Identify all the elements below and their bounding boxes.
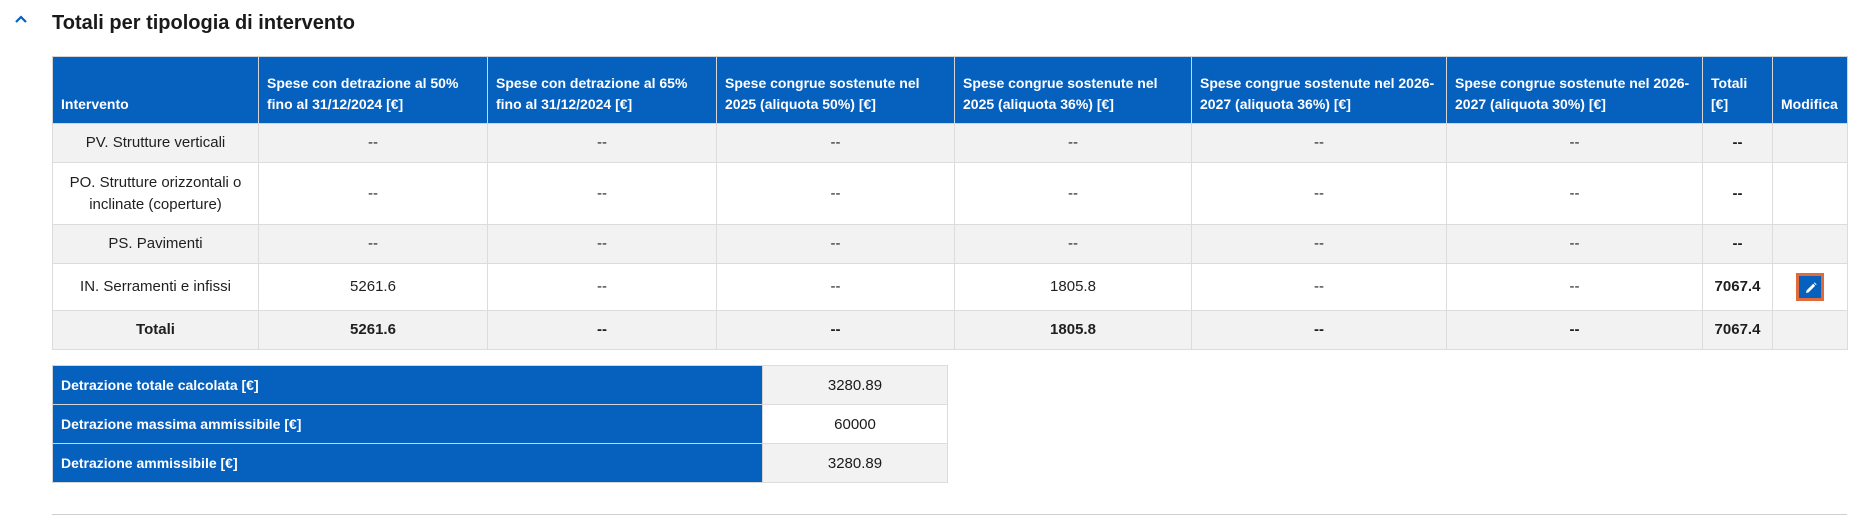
- cell: --: [716, 224, 955, 264]
- modifica-cell: [1772, 310, 1848, 350]
- cell: --: [954, 123, 1192, 163]
- cell: --: [716, 123, 955, 163]
- header-65-2024: Spese con detrazione al 65% fino al 31/1…: [487, 56, 717, 124]
- table-row: PO. Strutture orizzontali o inclinate (c…: [52, 162, 1848, 225]
- cell: --: [954, 162, 1192, 225]
- summary-label: Detrazione massima ammissibile [€]: [52, 404, 763, 444]
- grand-total: 7067.4: [1702, 310, 1773, 350]
- table-row: IN. Serramenti e infissi 5261.6 -- -- 18…: [52, 263, 1848, 311]
- section-title: Totali per tipologia di intervento: [52, 12, 355, 34]
- row-label: IN. Serramenti e infissi: [52, 263, 259, 311]
- row-total: --: [1702, 224, 1773, 264]
- table-header-row: Intervento Spese con detrazione al 50% f…: [52, 56, 1848, 124]
- total-cell: 5261.6: [258, 310, 488, 350]
- total-cell: --: [487, 310, 717, 350]
- cell: --: [1446, 224, 1703, 264]
- cell: 5261.6: [258, 263, 488, 311]
- summary-row: Detrazione totale calcolata [€] 3280.89: [52, 365, 948, 405]
- cell: --: [487, 123, 717, 163]
- totals-label: Totali: [52, 310, 259, 350]
- cell: 1805.8: [954, 263, 1192, 311]
- modifica-cell: [1772, 162, 1848, 225]
- header-intervento: Intervento: [52, 56, 259, 124]
- header-modifica: Modifica: [1772, 56, 1848, 124]
- total-cell: 1805.8: [954, 310, 1192, 350]
- cell: --: [487, 263, 717, 311]
- summary-label: Detrazione totale calcolata [€]: [52, 365, 763, 405]
- summary-value: 3280.89: [762, 365, 948, 405]
- total-cell: --: [1446, 310, 1703, 350]
- total-cell: --: [716, 310, 955, 350]
- header-2026-36: Spese congrue sostenute nel 2026-2027 (a…: [1191, 56, 1447, 124]
- cell: --: [1446, 162, 1703, 225]
- table-row: PV. Strutture verticali -- -- -- -- -- -…: [52, 123, 1848, 163]
- header-50-2024: Spese con detrazione al 50% fino al 31/1…: [258, 56, 488, 124]
- modifica-cell: [1772, 224, 1848, 264]
- summary-label: Detrazione ammissibile [€]: [52, 443, 763, 483]
- row-total: --: [1702, 162, 1773, 225]
- table-row: PS. Pavimenti -- -- -- -- -- -- --: [52, 224, 1848, 264]
- cell: --: [258, 224, 488, 264]
- edit-button[interactable]: [1796, 273, 1824, 301]
- row-total: 7067.4: [1702, 263, 1773, 311]
- row-label: PO. Strutture orizzontali o inclinate (c…: [52, 162, 259, 225]
- deduction-summary-table: Detrazione totale calcolata [€] 3280.89 …: [52, 365, 948, 483]
- header-2025-36: Spese congrue sostenute nel 2025 (aliquo…: [954, 56, 1192, 124]
- cell: --: [1191, 123, 1447, 163]
- header-2025-50: Spese congrue sostenute nel 2025 (aliquo…: [716, 56, 955, 124]
- pencil-icon: [1806, 282, 1817, 293]
- header-2026-30: Spese congrue sostenute nel 2026-2027 (a…: [1446, 56, 1703, 124]
- cell: --: [258, 123, 488, 163]
- row-total: --: [1702, 123, 1773, 163]
- row-label: PV. Strutture verticali: [52, 123, 259, 163]
- cell: --: [716, 162, 955, 225]
- modifica-cell: [1772, 123, 1848, 163]
- cell: --: [487, 162, 717, 225]
- cell: --: [487, 224, 717, 264]
- section-divider: [52, 514, 1847, 515]
- interventions-table: Intervento Spese con detrazione al 50% f…: [52, 56, 1848, 350]
- summary-value: 60000: [762, 404, 948, 444]
- summary-row: Detrazione ammissibile [€] 3280.89: [52, 443, 948, 483]
- cell: --: [1446, 263, 1703, 311]
- totals-row: Totali 5261.6 -- -- 1805.8 -- -- 7067.4: [52, 310, 1848, 350]
- modifica-cell: [1772, 263, 1848, 311]
- total-cell: --: [1191, 310, 1447, 350]
- row-label: PS. Pavimenti: [52, 224, 259, 264]
- cell: --: [1191, 224, 1447, 264]
- cell: --: [716, 263, 955, 311]
- summary-row: Detrazione massima ammissibile [€] 60000: [52, 404, 948, 444]
- cell: --: [258, 162, 488, 225]
- chevron-up-icon[interactable]: [14, 12, 28, 26]
- summary-value: 3280.89: [762, 443, 948, 483]
- cell: --: [1191, 263, 1447, 311]
- cell: --: [954, 224, 1192, 264]
- cell: --: [1446, 123, 1703, 163]
- cell: --: [1191, 162, 1447, 225]
- header-totali: Totali [€]: [1702, 56, 1773, 124]
